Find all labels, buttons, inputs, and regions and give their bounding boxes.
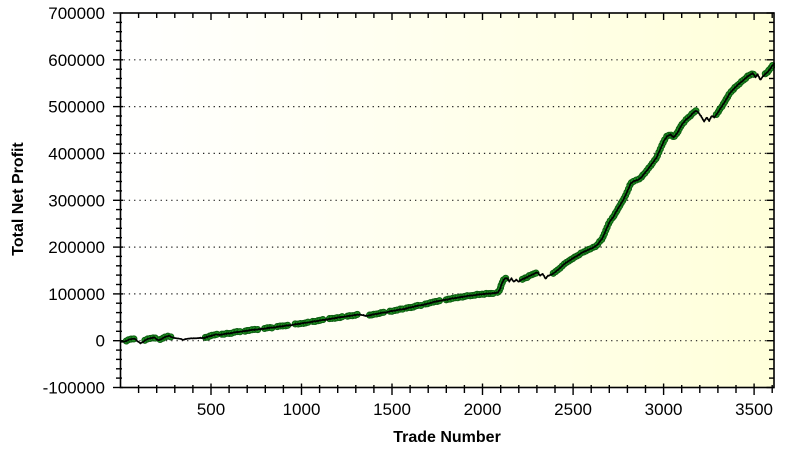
- svg-text:200000: 200000: [48, 238, 105, 257]
- svg-text:3500: 3500: [735, 400, 773, 419]
- equity-line: [120, 63, 775, 345]
- svg-text:500000: 500000: [48, 98, 105, 117]
- svg-text:1000: 1000: [283, 400, 321, 419]
- x-axis-title: Trade Number: [393, 429, 501, 446]
- svg-text:100000: 100000: [48, 285, 105, 304]
- x-tick-labels: 500 1000 1500 2000 2500 3000 3500: [197, 400, 773, 419]
- svg-text:700000: 700000: [48, 4, 105, 23]
- equity-series: [120, 61, 775, 345]
- svg-text:-100000: -100000: [43, 379, 105, 398]
- svg-text:0: 0: [96, 332, 105, 351]
- gridlines: [123, 59, 772, 342]
- svg-text:300000: 300000: [48, 191, 105, 210]
- svg-text:2500: 2500: [554, 400, 592, 419]
- svg-text:400000: 400000: [48, 144, 105, 163]
- svg-text:600000: 600000: [48, 51, 105, 70]
- y-axis-title: Total Net Profit: [10, 142, 27, 256]
- svg-text:500: 500: [197, 400, 225, 419]
- svg-text:3000: 3000: [645, 400, 683, 419]
- plot-border: [119, 12, 775, 389]
- svg-text:1500: 1500: [373, 400, 411, 419]
- y-tick-labels: 700000 600000 500000 400000 300000 200000 1000…: [43, 4, 105, 398]
- svg-text:2000: 2000: [464, 400, 502, 419]
